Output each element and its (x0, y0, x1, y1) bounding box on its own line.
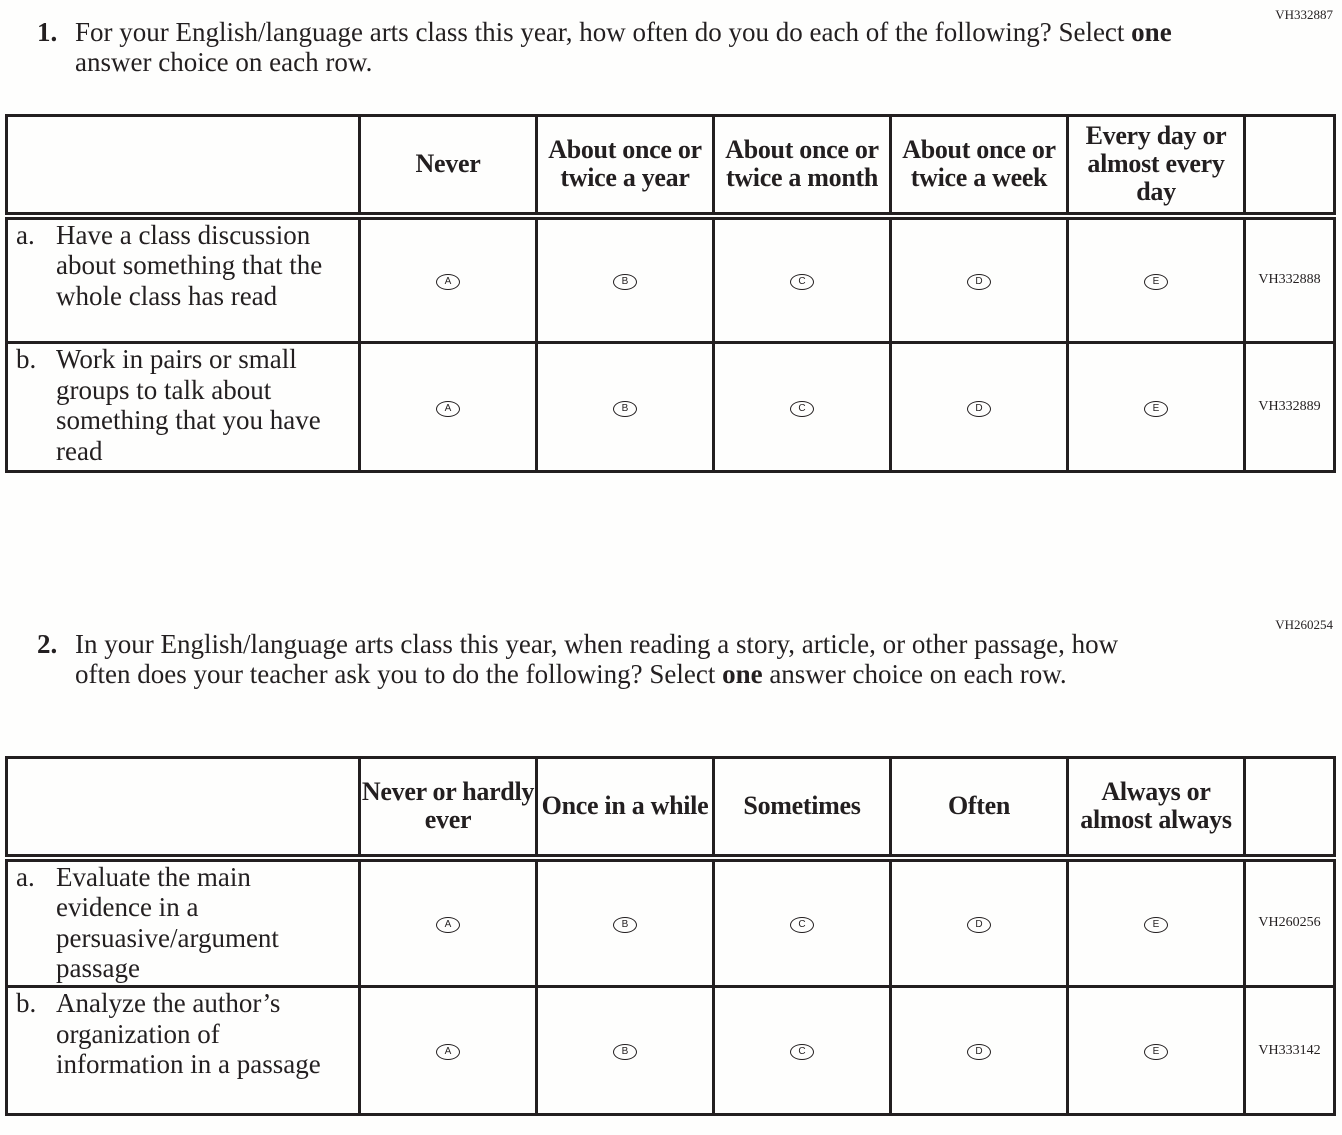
answer-bubble-b[interactable]: B (613, 1044, 637, 1060)
column-header: About once or twice a week (889, 114, 1069, 220)
answer-cell: C (712, 985, 892, 1116)
answer-bubble-c[interactable]: C (790, 916, 814, 933)
answer-cell: A (358, 856, 538, 988)
item-text: Evaluate the main evidence in a persuasi… (56, 861, 279, 984)
header-row: Never or hardly ever Once in a while Somet… (5, 756, 1336, 862)
item-label: b. Work in pairs or small groups to talk … (5, 341, 361, 473)
answer-bubble-c[interactable]: C (790, 400, 814, 417)
answer-bubble-e[interactable]: E (1144, 916, 1168, 933)
answer-cell: B (535, 341, 715, 473)
item-letter: b. (16, 988, 37, 1018)
answer-bubble-e[interactable]: E (1144, 400, 1168, 417)
answer-bubble-a[interactable]: A (436, 273, 460, 290)
header-blank (1243, 756, 1336, 862)
item-row: a. Evaluate the main evidence in a persua… (5, 856, 1336, 988)
answer-cell: B (535, 856, 715, 988)
answer-cell: C (712, 856, 892, 988)
question-code: VH332887 (1275, 7, 1333, 22)
item-code: VH333142 (1243, 985, 1336, 1116)
header-blank (5, 114, 361, 220)
question-number: 2. (37, 629, 58, 659)
answer-bubble-d[interactable]: D (967, 400, 991, 417)
question-text-part: For your English/language arts class thi… (75, 17, 1132, 47)
item-text: Work in pairs or small groups to talk ab… (56, 344, 321, 466)
item-row: b. Analyze the author’s organization of i… (5, 985, 1336, 1116)
item-text: Analyze the author’s organization of inf… (56, 988, 321, 1079)
answer-cell: A (358, 341, 538, 473)
question-text-part: answer choice on each row. (762, 659, 1067, 689)
item-label: a. Have a class discussion about somethin… (5, 214, 361, 344)
answer-bubble-c[interactable]: C (790, 273, 814, 290)
answer-bubble-d[interactable]: D (967, 273, 991, 290)
answer-bubble-e[interactable]: E (1144, 273, 1168, 290)
answer-cell: C (712, 214, 892, 344)
header-row: Never About once or twice a year About onc… (5, 114, 1336, 220)
column-header: Often (889, 756, 1069, 862)
item-code: VH332888 (1243, 214, 1336, 344)
column-header: Every day or almost every day (1066, 114, 1246, 220)
item-letter: a. (16, 861, 35, 892)
item-row: b. Work in pairs or small groups to talk … (5, 341, 1336, 473)
question-text-part: one (722, 659, 763, 689)
answer-bubble-c[interactable]: C (790, 1044, 814, 1060)
answer-cell: D (889, 985, 1069, 1116)
column-header: Never or hardly ever (358, 756, 538, 862)
answer-cell: B (535, 214, 715, 344)
answer-cell: C (712, 341, 892, 473)
item-text: Have a class discussion about something … (56, 219, 323, 311)
question-text: In your English/language arts class this… (75, 629, 1175, 689)
answer-bubble-b[interactable]: B (613, 916, 637, 933)
answer-cell: E (1066, 341, 1246, 473)
item-letter: b. (16, 344, 37, 374)
item-row: a. Have a class discussion about somethin… (5, 214, 1336, 344)
answer-bubble-e[interactable]: E (1144, 1044, 1168, 1060)
answer-bubble-d[interactable]: D (967, 1044, 991, 1060)
answer-cell: A (358, 214, 538, 344)
answer-bubble-d[interactable]: D (967, 916, 991, 933)
header-blank (1243, 114, 1336, 220)
column-header: Sometimes (712, 756, 892, 862)
question-code: VH260254 (1275, 617, 1333, 632)
answer-bubble-b[interactable]: B (613, 400, 637, 417)
item-code: VH332889 (1243, 341, 1336, 473)
answer-grid: Never or hardly ever Once in a while Somet… (5, 756, 1336, 1116)
answer-grid: Never About once or twice a year About onc… (5, 114, 1336, 473)
column-header: Once in a while (535, 756, 715, 862)
question-text-part: In your English/language arts class this… (75, 629, 1119, 689)
item-label: a. Evaluate the main evidence in a persua… (5, 856, 361, 988)
answer-bubble-a[interactable]: A (436, 400, 460, 417)
question-number: 1. (37, 17, 58, 47)
question-text: For your English/language arts class thi… (75, 17, 1175, 77)
answer-bubble-a[interactable]: A (436, 1044, 460, 1060)
answer-cell: E (1066, 985, 1246, 1116)
answer-bubble-b[interactable]: B (613, 273, 637, 290)
question-text-part: one (1131, 17, 1172, 47)
question-text-part: answer choice on each row. (75, 47, 373, 77)
column-header: About once or twice a year (535, 114, 715, 220)
answer-cell: D (889, 856, 1069, 988)
answer-bubble-a[interactable]: A (436, 916, 460, 933)
item-letter: a. (16, 219, 35, 250)
answer-cell: D (889, 214, 1069, 344)
answer-cell: D (889, 341, 1069, 473)
answer-cell: E (1066, 856, 1246, 988)
header-blank (5, 756, 361, 862)
item-label: b. Analyze the author’s organization of i… (5, 985, 361, 1116)
item-code: VH260256 (1243, 856, 1336, 988)
answer-cell: E (1066, 214, 1246, 344)
answer-cell: A (358, 985, 538, 1116)
column-header: About once or twice a month (712, 114, 892, 220)
column-header: Never (358, 114, 538, 220)
answer-cell: B (535, 985, 715, 1116)
column-header: Always or almost always (1066, 756, 1246, 862)
